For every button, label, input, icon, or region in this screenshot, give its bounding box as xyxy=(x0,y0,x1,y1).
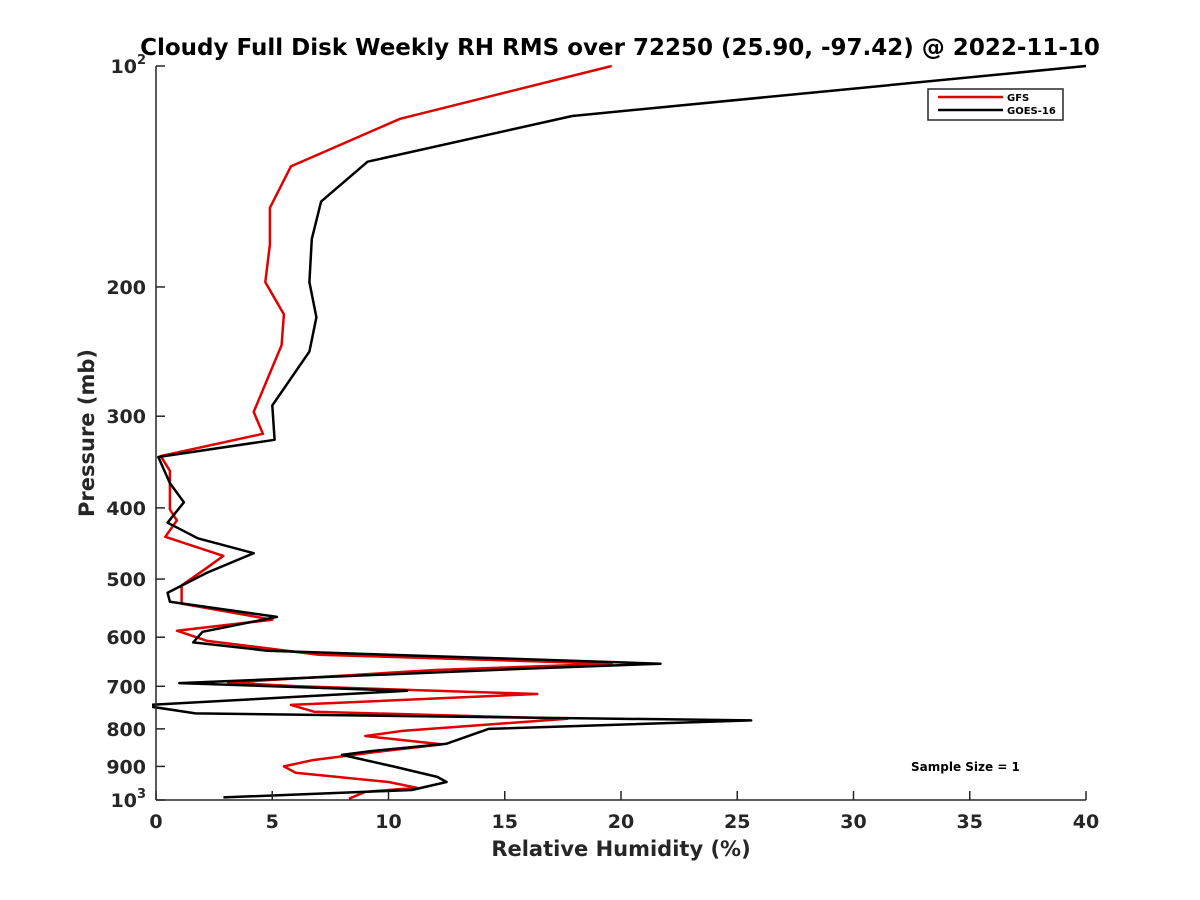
y-axis-label: Pressure (mb) xyxy=(75,349,99,517)
sample-size-annotation: Sample Size = 1 xyxy=(911,760,1020,774)
y-tick-label: 500 xyxy=(106,569,146,591)
y-tick-label: 102 xyxy=(111,53,147,78)
x-tick-label: 0 xyxy=(149,811,162,833)
chart-title: Cloudy Full Disk Weekly RH RMS over 7225… xyxy=(140,35,1100,61)
y-tick-label: 103 xyxy=(111,787,147,812)
x-tick-label: 25 xyxy=(724,811,750,833)
y-tick-label: 900 xyxy=(106,756,146,778)
series-layer xyxy=(152,64,1087,800)
y-tick-label: 200 xyxy=(106,277,146,299)
y-tick-label: 600 xyxy=(106,627,146,649)
x-axis-ticks: 0 5 10 15 20 25 30 35 40 xyxy=(149,791,1099,833)
x-tick-label: 15 xyxy=(492,811,518,833)
x-tick-label: 40 xyxy=(1073,811,1099,833)
x-tick-label: 20 xyxy=(608,811,634,833)
series-line-gfs xyxy=(159,64,613,800)
x-tick-label: 10 xyxy=(375,811,401,833)
y-tick-label: 700 xyxy=(106,676,146,698)
series-line-goes16 xyxy=(152,64,1087,799)
y-tick-label: 400 xyxy=(106,498,146,520)
y-axis-ticks: 102 200 300 400 500 600 700 800 900 103 xyxy=(106,53,165,812)
legend: GFS GOES-16 xyxy=(927,88,1064,121)
x-tick-label: 30 xyxy=(840,811,866,833)
legend-label-goes16: GOES-16 xyxy=(1007,106,1056,117)
legend-box xyxy=(927,88,1064,121)
x-axis-label: Relative Humidity (%) xyxy=(491,837,750,861)
y-tick-label: 300 xyxy=(106,406,146,428)
legend-label-gfs: GFS xyxy=(1007,93,1029,104)
y-tick-label: 800 xyxy=(106,719,146,741)
x-tick-label: 35 xyxy=(957,811,983,833)
x-tick-label: 5 xyxy=(266,811,279,833)
